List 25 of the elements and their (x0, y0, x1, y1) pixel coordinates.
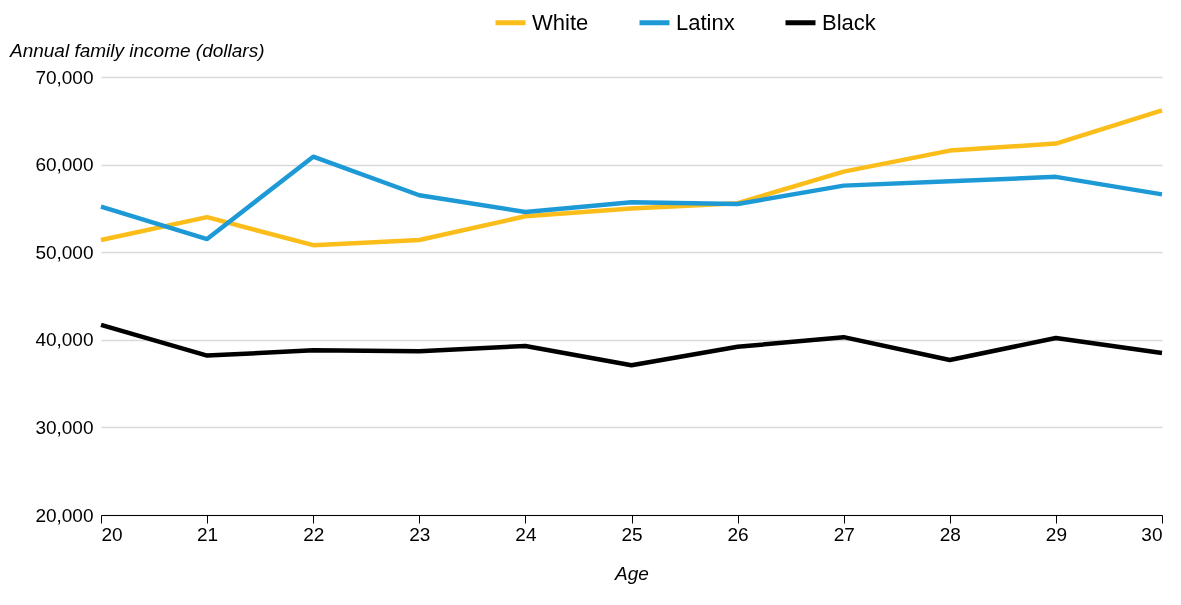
x-tick-label: 25 (621, 523, 643, 545)
line-series (98, 154, 1165, 242)
y-tick-label: 60,000 (35, 154, 94, 176)
x-tick-label: 22 (303, 523, 325, 545)
x-tick-label: 23 (409, 523, 431, 545)
x-tick-label: 30 (1141, 523, 1163, 545)
y-tick-label: 50,000 (35, 241, 94, 263)
x-tick-label: 29 (1045, 523, 1067, 545)
x-tick-label: 26 (727, 523, 749, 545)
x-tick-label: 21 (197, 523, 219, 545)
x-tick-label: 27 (833, 523, 855, 545)
legend-label: Black (822, 9, 877, 35)
line-series (98, 322, 1165, 368)
legend-label: White (532, 9, 589, 35)
y-tick-label: 70,000 (35, 66, 94, 88)
x-tick-label: 24 (515, 523, 537, 545)
y-tick-label: 20,000 (35, 504, 94, 526)
x-tick-label: 28 (939, 523, 961, 545)
y-axis-title: Annual family income (dollars) (9, 40, 265, 61)
y-tick-label: 40,000 (35, 329, 94, 351)
legend-label: Latinx (676, 9, 735, 35)
y-tick-label: 30,000 (35, 416, 94, 438)
x-axis-title: Age (614, 562, 649, 584)
line-series (98, 108, 1165, 248)
x-tick-label: 20 (101, 523, 123, 545)
